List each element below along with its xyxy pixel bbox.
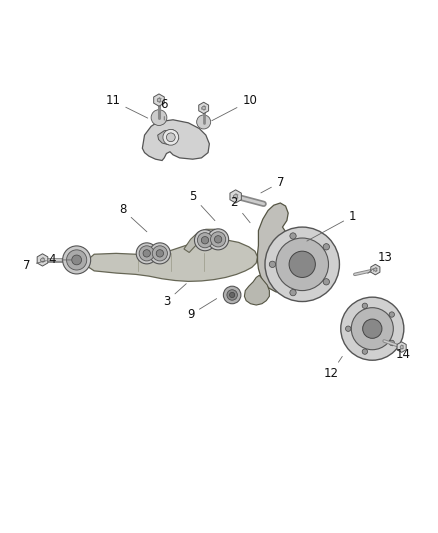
Circle shape — [269, 261, 276, 268]
Circle shape — [374, 268, 377, 271]
Circle shape — [290, 289, 296, 296]
Circle shape — [290, 233, 296, 239]
Circle shape — [151, 110, 167, 125]
Circle shape — [265, 227, 339, 302]
Text: 2: 2 — [230, 197, 250, 223]
Circle shape — [136, 243, 157, 264]
Circle shape — [41, 258, 44, 262]
Polygon shape — [37, 254, 48, 266]
Text: 5: 5 — [189, 190, 215, 221]
Circle shape — [72, 255, 81, 265]
Text: 7: 7 — [23, 259, 46, 272]
Text: 10: 10 — [212, 94, 257, 120]
Circle shape — [152, 246, 167, 261]
Polygon shape — [199, 102, 208, 114]
Circle shape — [211, 232, 226, 247]
Circle shape — [346, 326, 351, 332]
Circle shape — [198, 232, 212, 248]
Polygon shape — [397, 342, 406, 352]
Circle shape — [201, 237, 208, 244]
Text: 7: 7 — [261, 176, 284, 193]
Circle shape — [202, 106, 205, 110]
Polygon shape — [154, 94, 164, 106]
Circle shape — [139, 246, 154, 261]
Circle shape — [230, 292, 235, 297]
Text: 12: 12 — [323, 357, 342, 381]
Circle shape — [341, 297, 404, 360]
Circle shape — [400, 345, 403, 349]
Text: 1: 1 — [307, 209, 357, 241]
Circle shape — [166, 133, 175, 142]
Circle shape — [223, 286, 241, 304]
Circle shape — [323, 279, 329, 285]
Circle shape — [194, 230, 215, 251]
Text: 4: 4 — [49, 253, 72, 266]
Circle shape — [227, 290, 237, 300]
Polygon shape — [158, 130, 179, 145]
Polygon shape — [88, 239, 258, 281]
Circle shape — [197, 115, 211, 129]
Circle shape — [362, 349, 367, 354]
Text: 14: 14 — [392, 345, 410, 361]
Polygon shape — [142, 120, 209, 160]
Circle shape — [149, 243, 170, 264]
Text: 3: 3 — [163, 284, 186, 308]
Circle shape — [163, 130, 179, 145]
Circle shape — [157, 98, 161, 102]
Circle shape — [143, 249, 150, 257]
Text: 9: 9 — [187, 298, 217, 321]
Polygon shape — [244, 275, 269, 305]
Circle shape — [289, 251, 315, 278]
Polygon shape — [371, 264, 380, 275]
Circle shape — [63, 246, 91, 274]
Circle shape — [389, 312, 395, 317]
Polygon shape — [230, 190, 241, 203]
Circle shape — [234, 195, 237, 198]
Text: 11: 11 — [106, 94, 148, 118]
Text: 6: 6 — [160, 98, 168, 120]
Circle shape — [67, 250, 87, 270]
Circle shape — [156, 249, 163, 257]
Circle shape — [215, 236, 222, 243]
Circle shape — [351, 308, 393, 350]
Circle shape — [323, 244, 329, 250]
Polygon shape — [258, 203, 307, 293]
Circle shape — [363, 319, 382, 338]
Text: 8: 8 — [119, 203, 147, 232]
Circle shape — [208, 229, 229, 250]
Text: 13: 13 — [368, 251, 393, 273]
Polygon shape — [184, 229, 228, 253]
Circle shape — [389, 340, 395, 345]
Circle shape — [276, 238, 328, 290]
Circle shape — [362, 303, 367, 309]
